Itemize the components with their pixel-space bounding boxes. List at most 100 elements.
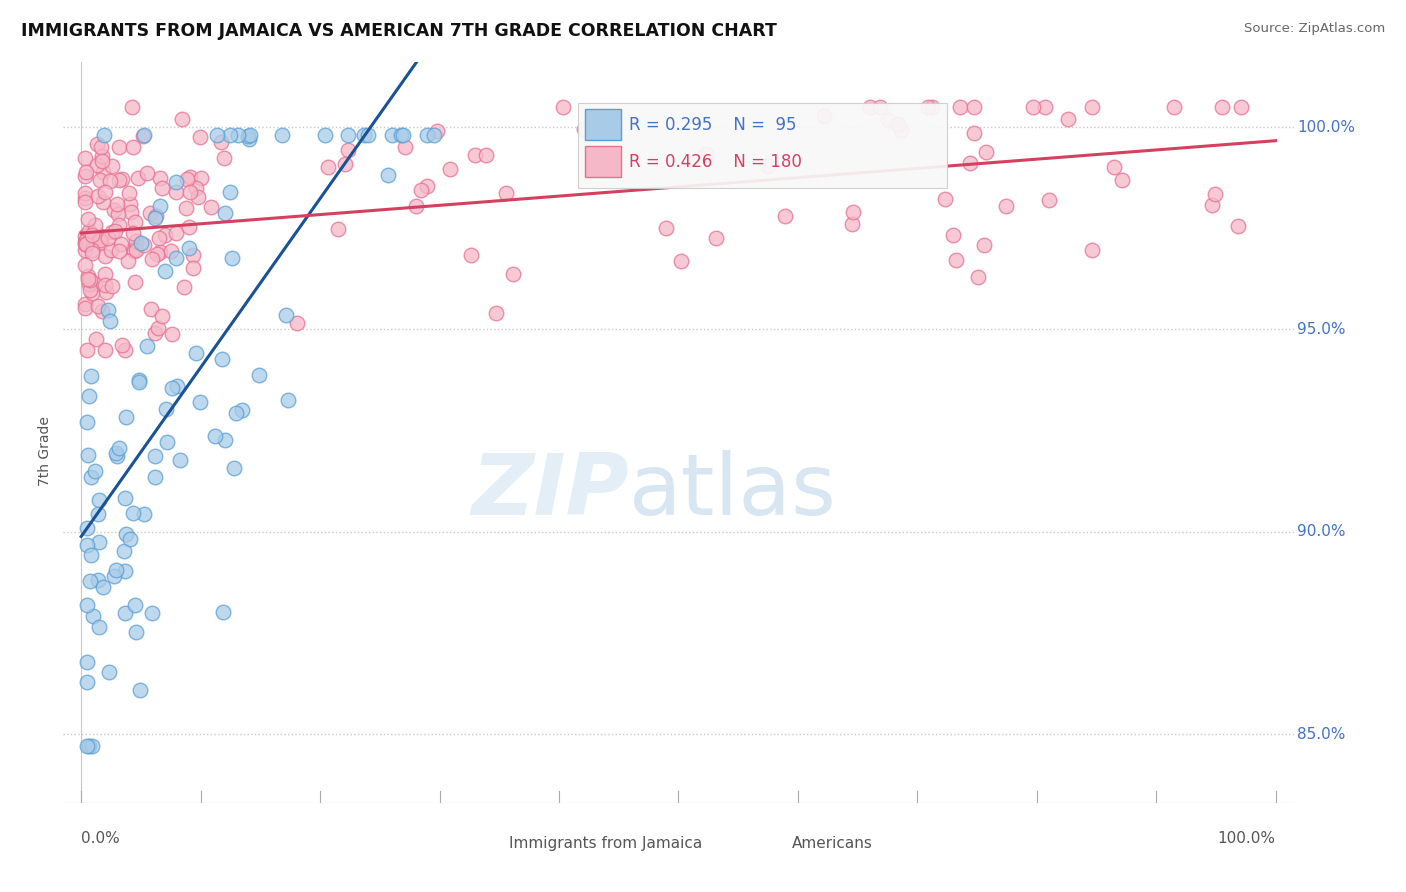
Point [132,507,155,521]
Point [73,244,96,258]
Point [97,302,120,317]
Point [111,338,134,352]
Point [143,470,166,484]
Point [122,506,145,520]
Point [115,526,138,541]
Point [316,160,339,174]
Point [86,137,108,152]
Point [98,173,121,187]
Point [100,159,122,173]
Point [77,212,100,227]
Point [73,151,96,165]
Point [160,326,183,341]
Point [392,128,415,143]
Point [87,492,110,507]
Point [1102,160,1125,174]
Point [79,739,101,754]
Point [314,128,336,143]
Point [124,275,146,289]
Point [214,433,236,447]
Point [184,346,207,360]
Point [104,446,127,460]
Point [103,202,125,217]
Point [231,403,253,417]
Point [73,194,96,209]
Point [122,244,145,259]
Point [134,238,156,252]
Point [115,410,138,425]
Point [75,236,97,251]
Point [76,521,98,535]
Point [76,655,98,669]
Point [166,379,188,393]
Point [90,304,112,318]
Point [93,343,115,357]
Point [143,211,166,225]
Point [485,306,508,320]
Point [135,166,157,180]
Point [1057,112,1080,127]
Point [239,128,262,143]
Point [1038,193,1060,207]
Point [84,218,107,232]
Point [973,238,995,252]
Point [669,254,692,268]
Point [353,128,375,143]
Point [150,181,173,195]
Point [841,204,863,219]
Point [188,129,211,144]
Point [328,222,350,236]
Point [127,170,149,185]
Point [124,215,146,229]
Point [94,249,117,263]
Point [103,569,125,583]
Point [93,165,115,179]
Point [77,272,100,286]
Point [101,278,124,293]
Point [77,277,100,291]
Point [357,128,380,143]
Text: R = 0.426    N = 180: R = 0.426 N = 180 [630,153,801,170]
Text: 85.0%: 85.0% [1298,726,1346,741]
Point [238,132,260,146]
Point [165,175,187,189]
FancyBboxPatch shape [585,146,620,178]
Point [995,199,1018,213]
Point [949,100,972,114]
Text: 90.0%: 90.0% [1298,524,1346,540]
Point [188,394,211,409]
Point [170,112,193,127]
Point [132,129,155,144]
Point [94,186,117,200]
Point [219,128,242,143]
Point [101,225,124,239]
FancyBboxPatch shape [749,829,786,858]
Point [87,619,110,633]
Point [1111,173,1133,187]
Point [86,299,108,313]
FancyBboxPatch shape [578,103,946,188]
Point [73,296,96,310]
Point [108,173,131,187]
Point [155,402,177,417]
Point [94,277,117,292]
Point [89,233,111,247]
Text: ZIP: ZIP [471,450,630,533]
Point [704,230,727,244]
Point [125,234,148,248]
Point [143,449,166,463]
Point [93,194,115,209]
Point [76,343,98,357]
Point [405,199,427,213]
Point [73,190,96,204]
Point [100,243,122,257]
Point [121,226,143,240]
Point [91,580,114,594]
Point [87,188,110,202]
Point [876,112,898,127]
Point [76,739,98,754]
Point [76,599,98,613]
Point [869,100,891,114]
Point [153,228,176,243]
Point [76,538,98,552]
